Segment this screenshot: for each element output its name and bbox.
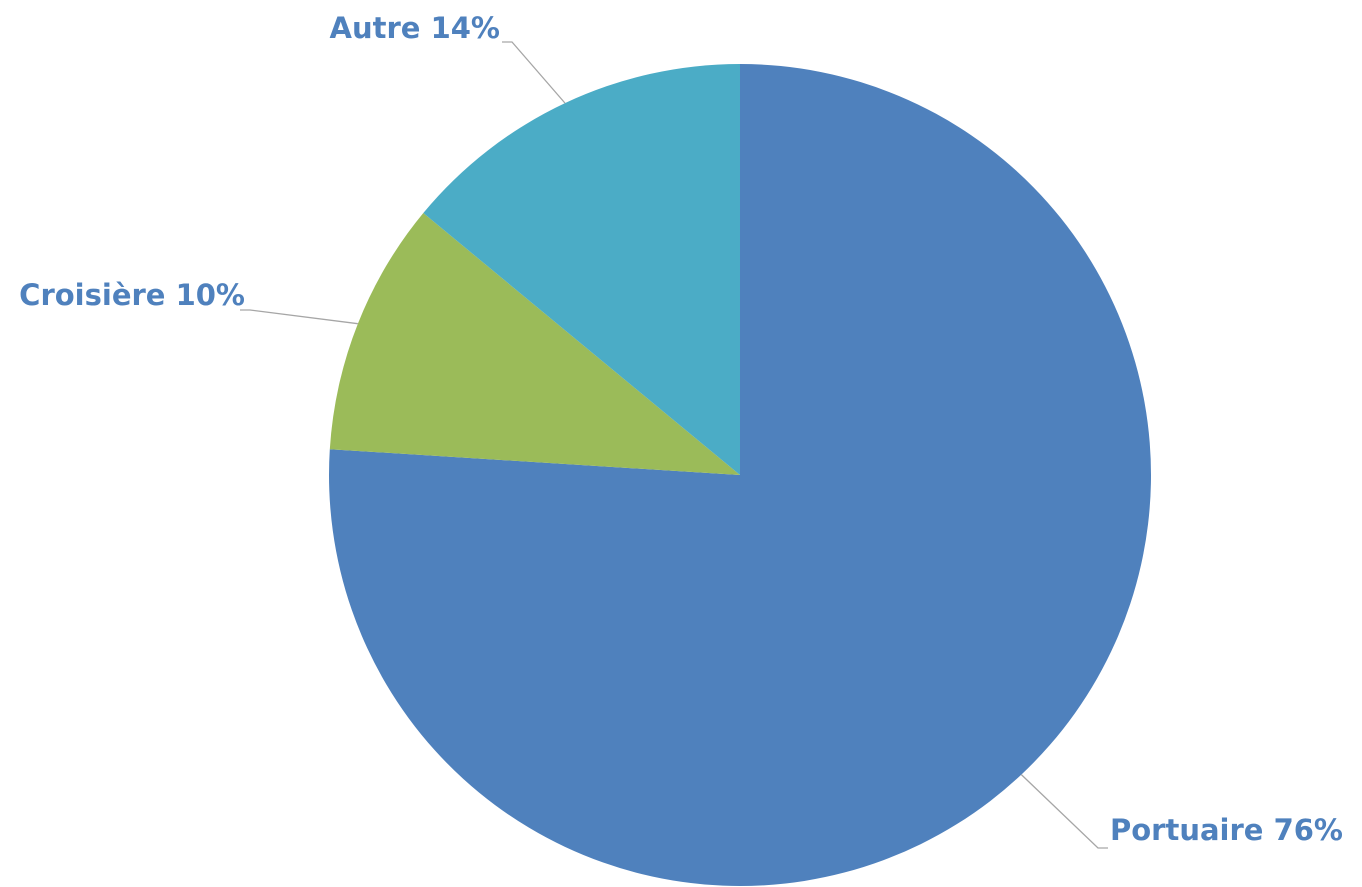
data-label: Croisière 10% [19, 278, 245, 312]
category-name: Portuaire [1110, 813, 1263, 847]
leader-line [240, 309, 358, 325]
data-label: Autre 14% [330, 11, 500, 45]
value-label: 10% [176, 278, 245, 312]
category-name: Autre [330, 11, 421, 45]
value-label: 14% [431, 11, 500, 45]
pie-slice [329, 213, 740, 475]
value-label: 76% [1274, 813, 1343, 847]
pie-slice [423, 64, 740, 475]
leader-line [1020, 774, 1108, 849]
leader-line [502, 41, 566, 104]
category-name: Croisière [19, 278, 165, 312]
data-label: Portuaire 76% [1110, 813, 1343, 847]
